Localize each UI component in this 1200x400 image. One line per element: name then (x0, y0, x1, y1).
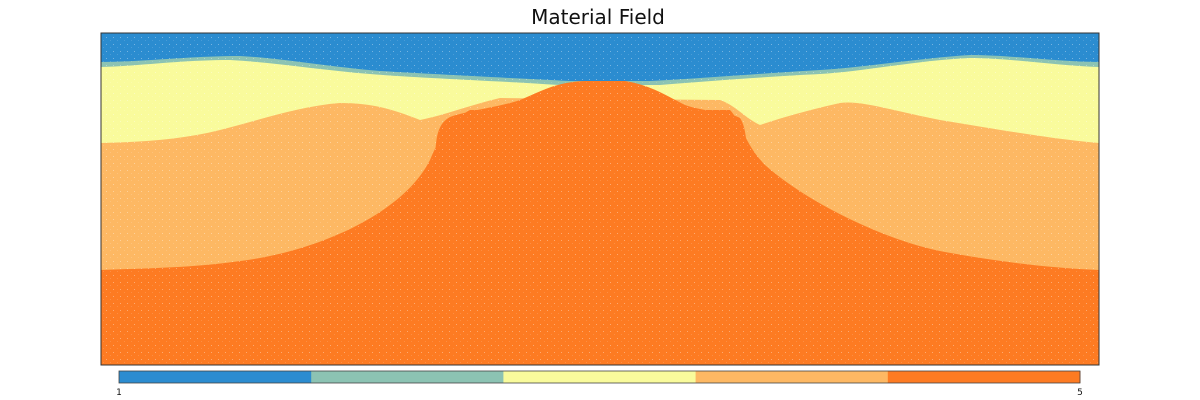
colorbar-segment-3 (503, 371, 697, 383)
plot-frame (100, 32, 1100, 366)
colorbar-segment-5 (887, 371, 1081, 383)
plot-area (101, 33, 1099, 365)
colorbar-segment-1 (119, 371, 312, 383)
colorbar-segment-2 (311, 371, 504, 383)
colorbar-frame (118, 370, 1081, 384)
speckle-overlay (101, 33, 1099, 365)
colorbar-max-label: 5 (1077, 388, 1083, 398)
colorbar-segment-4 (695, 371, 889, 383)
chart-title: Material Field (531, 5, 665, 29)
colorbar (119, 371, 1081, 383)
colorbar-min-label: 1 (116, 388, 122, 398)
